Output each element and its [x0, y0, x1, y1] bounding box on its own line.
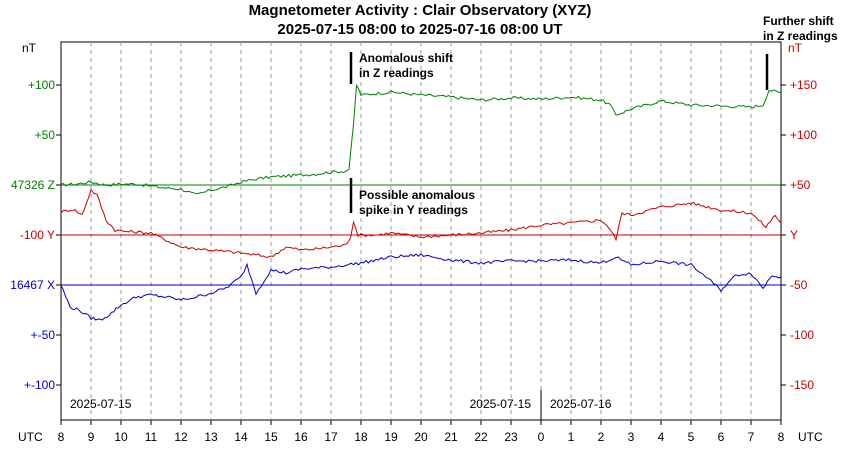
chart-subtitle: 2025-07-15 08:00 to 2025-07-16 08:00 UT — [277, 21, 562, 38]
x-tick-label: 8 — [58, 430, 65, 444]
right-tick-label: +100 — [790, 128, 817, 142]
series-line-y — [60, 188, 782, 259]
x-tick-label: 10 — [114, 430, 128, 444]
x-tick-label: 12 — [174, 430, 188, 444]
date-label: 2025-07-15 — [70, 397, 132, 411]
right-tick-label: -150 — [790, 378, 814, 392]
x-tick-label: 0 — [538, 430, 545, 444]
x-axis-label: UTC — [18, 430, 43, 444]
x-tick-label: 8 — [778, 430, 785, 444]
left-unit-label: nT — [22, 41, 37, 55]
left-tick-label: +-50 — [31, 328, 56, 342]
left-tick-label: 47326 Z — [11, 178, 55, 192]
right-tick-label: -50 — [790, 278, 808, 292]
date-label: 2025-07-16 — [550, 397, 612, 411]
x-tick-label: 11 — [145, 430, 158, 444]
left-tick-label: +50 — [35, 128, 56, 142]
annotation-text: spike in Y readings — [359, 203, 468, 217]
right-unit-label: nT — [788, 41, 803, 55]
right-tick-label: +50 — [790, 178, 811, 192]
annotation-text: Anomalous shift — [359, 51, 453, 65]
x-tick-label: 14 — [234, 430, 248, 444]
x-tick-label: 17 — [324, 430, 338, 444]
annotation-text: Possible anomalous — [359, 188, 475, 202]
date-label: 2025-07-15 — [470, 397, 532, 411]
x-tick-label: 9 — [88, 430, 95, 444]
x-tick-label: 21 — [444, 430, 458, 444]
x-tick-label: 2 — [598, 430, 605, 444]
x-tick-label: 13 — [204, 430, 218, 444]
x-tick-label: 23 — [504, 430, 518, 444]
series-line-z — [60, 83, 782, 195]
x-tick-label: 19 — [384, 430, 398, 444]
left-tick-label: -100 Y — [20, 228, 55, 242]
x-tick-label: 4 — [658, 430, 665, 444]
x-tick-label: 7 — [748, 430, 755, 444]
left-tick-label: +100 — [28, 78, 55, 92]
x-tick-label: 5 — [688, 430, 695, 444]
x-tick-label: 18 — [354, 430, 368, 444]
chart-title: Magnetometer Activity : Clair Observator… — [249, 2, 592, 19]
series-line-x — [60, 253, 782, 321]
annotation-text: in Z readings — [763, 29, 838, 43]
left-tick-label: 16467 X — [10, 278, 55, 292]
x-axis-label-right: UTC — [798, 430, 823, 444]
x-tick-label: 15 — [264, 430, 278, 444]
x-tick-label: 20 — [414, 430, 428, 444]
annotation-text: in Z readings — [359, 66, 434, 80]
x-tick-label: 16 — [294, 430, 308, 444]
right-tick-label: -100 — [790, 328, 814, 342]
x-tick-label: 1 — [568, 430, 575, 444]
annotation-text: Further shift — [763, 14, 834, 28]
x-tick-label: 22 — [474, 430, 488, 444]
right-tick-label: Y — [790, 228, 798, 242]
right-tick-label: +150 — [790, 78, 817, 92]
x-tick-label: 3 — [628, 430, 635, 444]
left-tick-label: +-100 — [24, 378, 55, 392]
x-tick-label: 6 — [718, 430, 725, 444]
